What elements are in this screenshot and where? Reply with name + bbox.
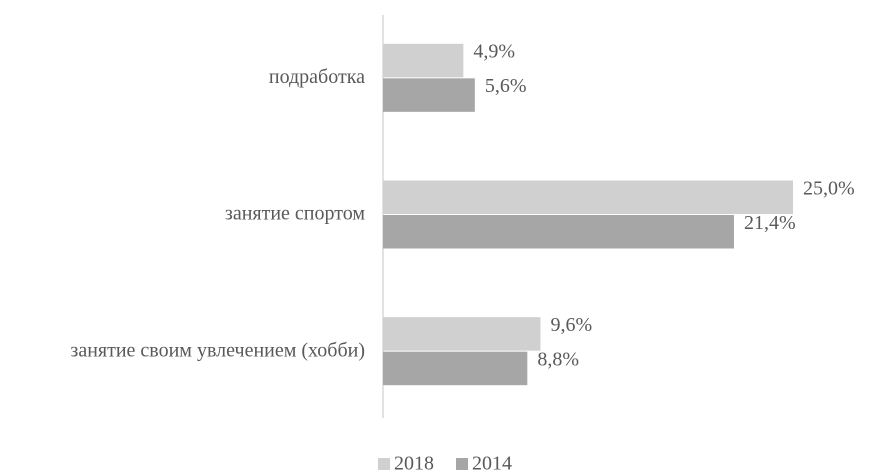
y-tick-label: занятие спортом (225, 203, 365, 225)
legend-swatch (456, 458, 468, 470)
data-label: 9,6% (550, 314, 592, 336)
bar (383, 43, 464, 78)
y-tick-label: подработка (269, 66, 365, 88)
y-tick-label: занятие своим увлечением (хобби) (70, 339, 365, 361)
data-label: 4,9% (473, 41, 515, 63)
bar (383, 351, 528, 386)
data-label: 25,0% (803, 177, 855, 199)
data-label: 5,6% (485, 75, 527, 97)
bar (383, 215, 734, 249)
legend-swatch (378, 458, 390, 470)
bar (383, 317, 541, 351)
data-label: 21,4% (744, 212, 796, 234)
bar (383, 180, 793, 214)
legend-label: 2014 (472, 453, 512, 473)
data-label: 8,8% (537, 349, 579, 371)
bar (383, 78, 475, 112)
legend-label: 2018 (394, 453, 434, 473)
